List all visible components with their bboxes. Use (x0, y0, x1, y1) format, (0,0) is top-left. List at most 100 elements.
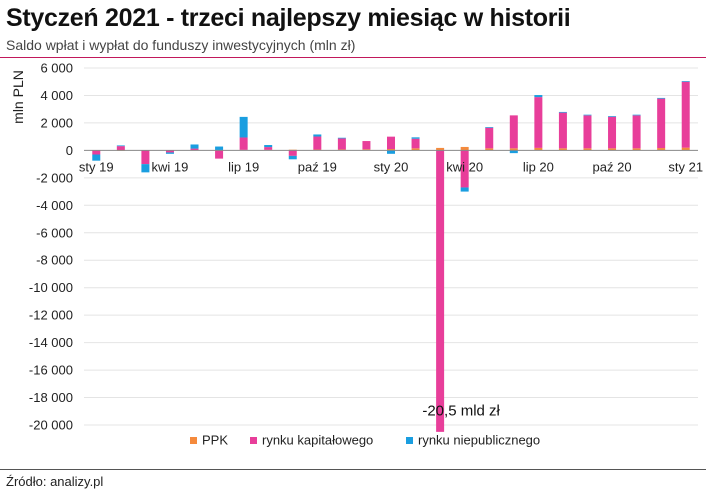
bar-rynku-niepublicznego-2019-06 (215, 146, 224, 150)
bar-rynku-niepublicznego-2019-10 (313, 134, 322, 137)
bar-rynku-kapitałowego-2020-07 (534, 97, 543, 148)
bar-ppk-2020-03 (436, 147, 445, 151)
x-tick-label: kwi 20 (446, 159, 483, 174)
y-tick-label: -10 000 (29, 280, 73, 295)
x-tick-label: kwi 19 (152, 159, 189, 174)
bar-ppk-2020-10 (608, 148, 617, 151)
bar-rynku-niepublicznego-2019-05 (190, 144, 199, 149)
x-tick-label: lip 20 (523, 159, 554, 174)
chart-title: Styczeń 2021 - trzeci najlepszy miesiąc … (6, 4, 571, 32)
legend-swatch (406, 437, 413, 444)
bar-rynku-kapitałowego-2019-04 (165, 150, 174, 153)
bar-rynku-niepublicznego-2020-09 (583, 114, 592, 116)
bar-rynku-kapitałowego-2019-05 (190, 148, 199, 150)
gridlines (84, 67, 698, 426)
annotations: -20,5 mld zł (422, 402, 500, 419)
bar-rynku-niepublicznego-2021-01 (681, 81, 690, 82)
bar-rynku-niepublicznego-2020-12 (657, 97, 666, 99)
legend-label: PPK (202, 433, 228, 448)
bar-rynku-niepublicznego-2020-02 (411, 137, 420, 139)
legend-label: rynku kapitałowego (262, 433, 373, 448)
bar-rynku-kapitałowego-2020-06 (509, 115, 518, 149)
y-tick-label: -12 000 (29, 308, 73, 323)
bar-rynku-niepublicznego-2020-11 (632, 114, 641, 116)
bar-ppk-2020-12 (657, 148, 666, 151)
bar-rynku-kapitałowego-2020-05 (485, 127, 494, 149)
bar-rynku-kapitałowego-2020-02 (411, 138, 420, 149)
x-tick-label: lip 19 (228, 159, 259, 174)
bar-rynku-niepublicznego-2019-11 (337, 137, 346, 139)
y-tick-label: -20 000 (29, 418, 73, 433)
bar-rynku-kapitałowego-2020-10 (608, 116, 617, 149)
y-tick-label: -18 000 (29, 390, 73, 405)
bar-rynku-kapitałowego-2019-07 (239, 137, 248, 150)
legend-item-rynku-niepublicznego: rynku niepublicznego (406, 433, 540, 448)
footer-divider (0, 469, 706, 470)
bar-rynku-kapitałowego-2020-04 (460, 150, 469, 188)
bar-rynku-niepublicznego-2019-03 (141, 164, 150, 173)
bar-ppk-2020-07 (534, 147, 543, 151)
title-divider (0, 57, 706, 58)
bar-rynku-kapitałowego-2019-03 (141, 150, 150, 165)
y-tick-label: 4 000 (40, 88, 73, 103)
y-tick-label: -8 000 (36, 253, 73, 268)
bar-rynku-kapitałowego-2019-12 (362, 141, 371, 150)
bar-rynku-niepublicznego-2020-04 (460, 187, 469, 192)
bar-rynku-niepublicznego-2019-02 (116, 145, 125, 147)
x-tick-label: paź 19 (298, 159, 337, 174)
bar-rynku-niepublicznego-2019-07 (239, 116, 248, 138)
bar-ppk-2020-11 (632, 148, 641, 151)
bar-ppk-2020-05 (485, 148, 494, 151)
y-axis-label: mln PLN (10, 70, 26, 124)
source-note: Źródło: analizy.pl (6, 474, 104, 489)
bar-ppk-2020-04 (460, 146, 469, 151)
bar-ppk-2020-06 (509, 148, 518, 151)
bar-rynku-kapitałowego-2019-01 (92, 150, 101, 155)
bar-ppk-2019-12 (362, 149, 371, 151)
bar-ppk-2020-09 (583, 148, 592, 151)
bar-rynku-kapitałowego-2019-11 (337, 138, 346, 150)
bar-rynku-niepublicznego-2019-01 (92, 154, 101, 161)
bar-rynku-kapitałowego-2019-08 (264, 147, 273, 150)
bar-ppk-2020-08 (558, 148, 567, 151)
bar-rynku-kapitałowego-2019-09 (288, 150, 297, 156)
bar-rynku-niepublicznego-2020-01 (387, 150, 395, 154)
bar-rynku-niepublicznego-2020-08 (558, 111, 567, 113)
x-tick-label: sty 19 (79, 159, 114, 174)
y-tick-label: -4 000 (36, 198, 73, 213)
annotation-label: -20,5 mld zł (422, 402, 500, 419)
bar-rynku-niepublicznego-2019-04 (165, 152, 174, 154)
legend-item-ppk: PPK (190, 433, 228, 448)
bar-rynku-niepublicznego-2020-05 (485, 127, 494, 128)
y-tick-label: 6 000 (40, 61, 73, 76)
bar-rynku-niepublicznego-2020-06 (509, 150, 518, 154)
legend-label: rynku niepublicznego (418, 433, 540, 448)
bar-rynku-niepublicznego-2020-10 (608, 116, 617, 117)
chart-subtitle: Saldo wpłat i wypłat do funduszy inwesty… (6, 37, 356, 53)
y-tick-label: -16 000 (29, 363, 73, 378)
bar-rynku-kapitałowego-2020-11 (632, 115, 641, 149)
bar-ppk-2020-02 (411, 148, 420, 151)
bar-rynku-kapitałowego-2019-10 (313, 136, 322, 150)
bar-rynku-kapitałowego-2020-12 (657, 98, 666, 149)
legend: PPK rynku kapitałowego rynku niepubliczneg… (190, 433, 540, 448)
legend-swatch (190, 437, 197, 444)
x-tick-label: paź 20 (593, 159, 632, 174)
bar-rynku-kapitałowego-2021-01 (681, 81, 690, 148)
bar-rynku-kapitałowego-2019-02 (116, 146, 125, 151)
y-tick-label: -14 000 (29, 335, 73, 350)
bar-ppk-2020-01 (387, 149, 395, 151)
y-tick-label: 2 000 (40, 115, 73, 130)
y-tick-label: -2 000 (36, 170, 73, 185)
legend-item-rynku-kapitałowego: rynku kapitałowego (250, 433, 373, 448)
bar-rynku-kapitałowego-2020-01 (387, 136, 395, 150)
x-axis-ticks: sty 19 kwi 19 lip 19 paź 19 sty 20 kwi 20 lip … (79, 159, 703, 174)
legend-swatch (250, 437, 257, 444)
x-tick-label: sty 21 (668, 159, 703, 174)
bar-rynku-kapitałowego-2020-09 (583, 115, 592, 149)
y-tick-label: -6 000 (36, 225, 73, 240)
bars (92, 81, 690, 432)
bar-ppk-2021-01 (681, 147, 690, 151)
bar-rynku-niepublicznego-2019-08 (264, 145, 273, 148)
